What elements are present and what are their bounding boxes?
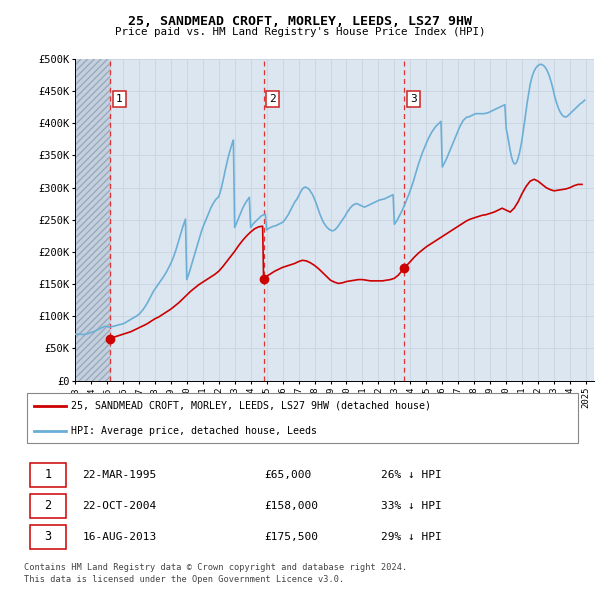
Text: 2: 2 <box>44 499 52 513</box>
Text: Contains HM Land Registry data © Crown copyright and database right 2024.: Contains HM Land Registry data © Crown c… <box>24 563 407 572</box>
Text: £65,000: £65,000 <box>264 470 311 480</box>
Text: 26% ↓ HPI: 26% ↓ HPI <box>381 470 442 480</box>
Text: 25, SANDMEAD CROFT, MORLEY, LEEDS, LS27 9HW (detached house): 25, SANDMEAD CROFT, MORLEY, LEEDS, LS27 … <box>71 401 431 411</box>
Text: 3: 3 <box>44 530 52 543</box>
Text: 16-AUG-2013: 16-AUG-2013 <box>83 532 157 542</box>
FancyBboxPatch shape <box>29 493 66 519</box>
Text: 29% ↓ HPI: 29% ↓ HPI <box>381 532 442 542</box>
Text: £175,500: £175,500 <box>264 532 318 542</box>
Text: £158,000: £158,000 <box>264 501 318 511</box>
FancyBboxPatch shape <box>29 463 66 487</box>
Text: HPI: Average price, detached house, Leeds: HPI: Average price, detached house, Leed… <box>71 426 317 436</box>
Text: 22-MAR-1995: 22-MAR-1995 <box>83 470 157 480</box>
Text: This data is licensed under the Open Government Licence v3.0.: This data is licensed under the Open Gov… <box>24 575 344 584</box>
Bar <box>75 59 110 381</box>
Text: Price paid vs. HM Land Registry's House Price Index (HPI): Price paid vs. HM Land Registry's House … <box>115 28 485 37</box>
Text: 25, SANDMEAD CROFT, MORLEY, LEEDS, LS27 9HW: 25, SANDMEAD CROFT, MORLEY, LEEDS, LS27 … <box>128 15 472 28</box>
Text: 1: 1 <box>116 94 122 104</box>
Text: 2: 2 <box>269 94 276 104</box>
FancyBboxPatch shape <box>27 394 578 443</box>
Text: 22-OCT-2004: 22-OCT-2004 <box>83 501 157 511</box>
FancyBboxPatch shape <box>29 525 66 549</box>
Text: 1: 1 <box>44 468 52 481</box>
Text: 3: 3 <box>410 94 416 104</box>
Bar <box>75 59 110 381</box>
Text: 33% ↓ HPI: 33% ↓ HPI <box>381 501 442 511</box>
